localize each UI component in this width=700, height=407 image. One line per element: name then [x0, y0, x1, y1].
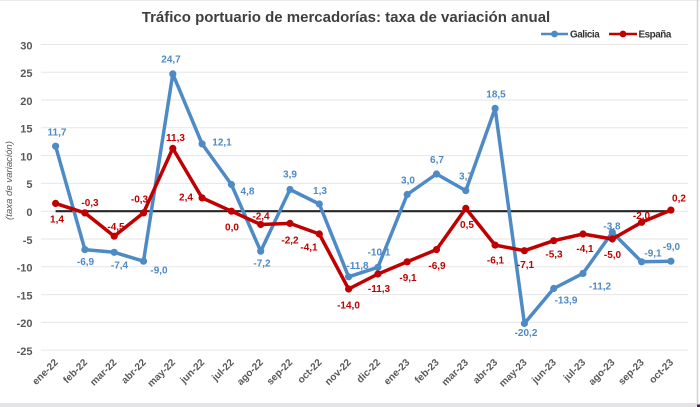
svg-text:-7,2: -7,2 [253, 259, 271, 270]
svg-text:20: 20 [20, 96, 32, 108]
svg-text:-2,0: -2,0 [633, 211, 651, 222]
svg-text:-11,2: -11,2 [589, 282, 612, 293]
svg-text:11,3: 11,3 [166, 133, 185, 144]
svg-text:3,9: 3,9 [283, 170, 297, 181]
svg-text:-5: -5 [23, 235, 33, 247]
svg-text:-10,1: -10,1 [368, 248, 391, 259]
svg-text:-9,0: -9,0 [150, 266, 168, 277]
svg-text:11,7: 11,7 [48, 128, 67, 139]
svg-text:30: 30 [20, 40, 32, 52]
svg-text:-7,1: -7,1 [517, 260, 535, 271]
svg-text:Tráfico portuario de mercadorí: Tráfico portuario de mercadorías: taxa d… [142, 9, 550, 26]
svg-text:-2,2: -2,2 [281, 236, 299, 247]
svg-text:15: 15 [20, 124, 32, 136]
svg-text:5: 5 [26, 179, 32, 191]
svg-text:-4,1: -4,1 [576, 244, 594, 255]
svg-text:-0,3: -0,3 [81, 198, 99, 209]
svg-text:-9,1: -9,1 [399, 273, 417, 284]
svg-text:-20,2: -20,2 [515, 328, 538, 339]
svg-text:-10: -10 [17, 263, 33, 275]
svg-text:-3,8: -3,8 [603, 222, 621, 233]
svg-text:24,7: 24,7 [161, 55, 181, 66]
svg-text:-0,3: -0,3 [131, 195, 149, 206]
svg-text:-15: -15 [17, 290, 33, 302]
svg-text:-4,5: -4,5 [107, 222, 125, 233]
svg-text:-11,8: -11,8 [346, 261, 369, 272]
svg-text:-25: -25 [17, 346, 33, 358]
svg-text:0,0: 0,0 [225, 223, 239, 234]
svg-text:0: 0 [26, 207, 32, 219]
svg-text:-4,1: -4,1 [300, 243, 318, 254]
svg-text:-6,9: -6,9 [77, 257, 95, 268]
svg-text:2,4: 2,4 [179, 193, 193, 204]
svg-text:(taxa de variación): (taxa de variación) [4, 141, 15, 220]
svg-text:6,7: 6,7 [430, 155, 444, 166]
svg-text:0,5: 0,5 [460, 220, 474, 231]
svg-text:-6,1: -6,1 [487, 256, 505, 267]
svg-text:12,1: 12,1 [212, 138, 232, 149]
svg-text:Galicia: Galicia [570, 30, 600, 41]
svg-text:3,0: 3,0 [401, 176, 415, 187]
svg-text:-20: -20 [17, 318, 33, 330]
svg-text:-14,0: -14,0 [337, 301, 360, 312]
svg-text:-9,1: -9,1 [644, 249, 662, 260]
svg-text:-6,9: -6,9 [428, 261, 446, 272]
svg-text:3,7: 3,7 [459, 172, 473, 183]
svg-text:1,3: 1,3 [313, 186, 327, 197]
svg-text:-7,4: -7,4 [111, 261, 129, 272]
svg-text:1,4: 1,4 [50, 215, 64, 226]
svg-text:10: 10 [20, 151, 32, 163]
svg-text:4,8: 4,8 [241, 187, 255, 198]
svg-text:-2,4: -2,4 [252, 212, 270, 223]
svg-text:-11,3: -11,3 [368, 284, 391, 295]
svg-text:25: 25 [20, 68, 32, 80]
svg-text:-9,0: -9,0 [663, 242, 681, 253]
svg-text:18,5: 18,5 [486, 90, 506, 101]
svg-text:-5,3: -5,3 [545, 250, 563, 261]
svg-text:España: España [639, 30, 672, 41]
svg-text:0,2: 0,2 [672, 194, 686, 205]
svg-text:-5,0: -5,0 [604, 250, 622, 261]
svg-text:-13,9: -13,9 [555, 296, 578, 307]
